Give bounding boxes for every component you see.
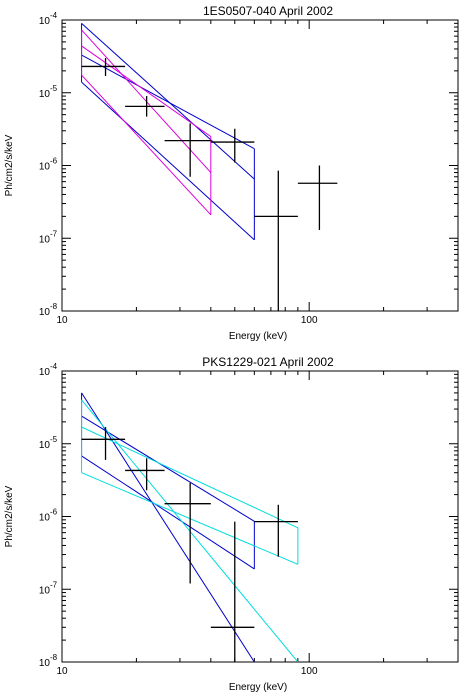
data-cross — [164, 482, 211, 584]
y-tick-label: 10 — [39, 440, 51, 451]
y-tick-label: 10 — [39, 16, 51, 27]
chart-title: PKS1229-021 April 2002 — [202, 355, 334, 369]
bowtie-line — [81, 455, 255, 570]
data-cross — [164, 123, 211, 177]
y-tick-exponent: -8 — [50, 302, 58, 311]
data-points — [81, 426, 298, 662]
data-cross — [210, 521, 255, 662]
y-tick-label: 10 — [39, 89, 51, 100]
bowtie-line — [81, 81, 255, 241]
data-cross — [254, 170, 298, 311]
model-bowties — [81, 22, 255, 241]
y-tick-label: 10 — [39, 513, 51, 524]
y-tick-label: 10 — [39, 585, 51, 596]
data-cross — [125, 458, 165, 491]
data-cross — [297, 165, 338, 230]
chart-title: 1ES0507-040 April 2002 — [203, 4, 333, 18]
y-tick-label: 10 — [39, 234, 51, 245]
y-tick-label: 10 — [39, 367, 51, 378]
bowtie-line — [81, 415, 255, 522]
bowtie-line — [81, 392, 255, 662]
x-tick-label: 10 — [56, 315, 68, 326]
y-tick-exponent: -8 — [50, 653, 58, 662]
y-axis-label: Ph/cm2/s/keV — [4, 134, 15, 196]
y-tick-label: 10 — [39, 307, 51, 318]
plot-frame — [61, 370, 459, 663]
x-tick-label: 100 — [301, 666, 318, 677]
data-points — [81, 58, 338, 311]
y-axis-label: Ph/cm2/s/keV — [4, 485, 15, 547]
x-axis-label: Energy (keV) — [229, 682, 287, 693]
y-tick-exponent: -4 — [50, 11, 58, 20]
y-tick-exponent: -7 — [50, 580, 58, 589]
x-tick-label: 10 — [56, 666, 68, 677]
bowtie-line — [81, 22, 255, 180]
x-axis-label: Energy (keV) — [229, 331, 287, 342]
y-tick-exponent: -4 — [50, 362, 58, 371]
y-tick-exponent: -5 — [50, 84, 58, 93]
x-tick-label: 100 — [301, 315, 318, 326]
plot-frame — [61, 19, 459, 312]
data-cross — [125, 96, 165, 117]
y-tick-exponent: -7 — [50, 229, 58, 238]
bowtie-line — [81, 45, 212, 137]
data-cross — [81, 58, 126, 76]
data-cross — [254, 504, 298, 557]
y-tick-label: 10 — [39, 658, 51, 669]
y-tick-exponent: -5 — [50, 435, 58, 444]
y-tick-exponent: -6 — [50, 157, 58, 166]
data-cross — [210, 128, 255, 163]
bowtie-line — [81, 74, 212, 216]
data-cross — [81, 426, 126, 460]
y-tick-label: 10 — [39, 162, 51, 173]
y-tick-exponent: -6 — [50, 508, 58, 517]
